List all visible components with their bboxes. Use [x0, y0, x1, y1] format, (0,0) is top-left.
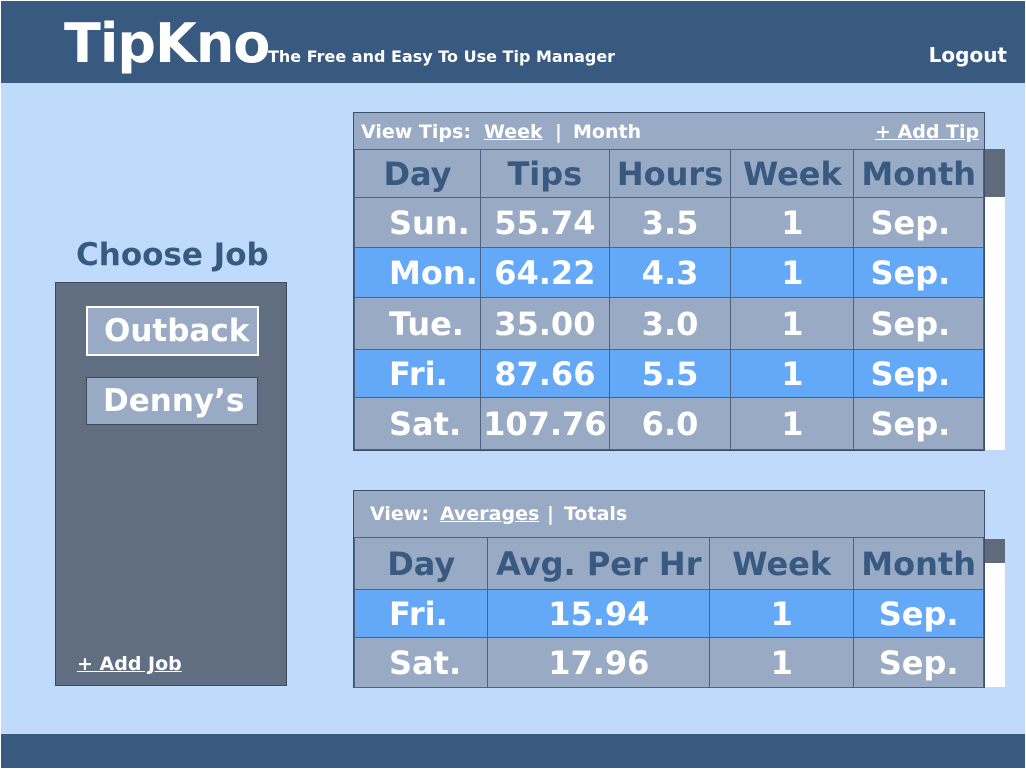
- averages-panel: View: Averages | Totals Day Avg. Per Hr …: [353, 490, 985, 688]
- month-cell: Sep.: [853, 349, 984, 398]
- day-cell: Mon.: [354, 247, 481, 298]
- hours-cell: 3.0: [608, 297, 732, 350]
- column-header: Week: [730, 149, 855, 198]
- week-cell: 1: [730, 197, 855, 248]
- column-header: Tips: [479, 149, 610, 198]
- scrollbar-thumb[interactable]: [985, 149, 1005, 197]
- month-cell: Sep.: [853, 397, 984, 450]
- week-view-link[interactable]: Week: [484, 121, 543, 143]
- tips-panel: View Tips: Week | Month + Add Tip Day Ti…: [353, 112, 985, 451]
- day-cell: Sat.: [353, 637, 489, 688]
- tips-cell: 107.76: [479, 397, 610, 450]
- averages-table: Day Avg. Per Hr Week Month Fri. 15.94 1 …: [353, 537, 984, 688]
- tips-cell: 64.22: [479, 247, 610, 298]
- bottom-footer: [1, 734, 1025, 768]
- table-row[interactable]: Fri. 87.66 5.5 1 Sep.: [354, 349, 984, 398]
- job-button-dennys[interactable]: Denny’s: [86, 377, 258, 425]
- hours-cell: 4.3: [608, 247, 732, 298]
- week-cell: 1: [730, 297, 855, 350]
- month-view-link[interactable]: Month: [573, 121, 642, 143]
- view-label: View:: [370, 503, 429, 525]
- logout-link[interactable]: Logout: [928, 43, 1007, 67]
- day-cell: Tue.: [354, 297, 481, 350]
- tips-toolbar: View Tips: Week | Month + Add Tip: [354, 113, 984, 149]
- toolbar-separator: |: [547, 503, 554, 525]
- month-cell: Sep.: [853, 589, 984, 638]
- table-row[interactable]: Sat. 107.76 6.0 1 Sep.: [354, 397, 984, 450]
- column-header: Month: [853, 537, 984, 590]
- add-tip-link[interactable]: + Add Tip: [875, 121, 980, 143]
- day-cell: Fri.: [353, 589, 489, 638]
- week-cell: 1: [730, 397, 855, 450]
- month-cell: Sep.: [853, 637, 984, 688]
- hours-cell: 5.5: [608, 349, 732, 398]
- column-header: Week: [709, 537, 855, 590]
- table-row[interactable]: Sun. 55.74 3.5 1 Sep.: [354, 197, 984, 248]
- averages-table-header: Day Avg. Per Hr Week Month: [353, 537, 984, 590]
- column-header: Day: [354, 149, 481, 198]
- job-button-outback[interactable]: Outback: [86, 306, 259, 356]
- week-cell: 1: [730, 349, 855, 398]
- day-cell: Sun.: [354, 197, 481, 248]
- tips-scrollbar[interactable]: [985, 149, 1005, 450]
- choose-job-title: Choose Job: [76, 237, 269, 273]
- averages-toolbar: View: Averages | Totals: [354, 491, 984, 537]
- table-row[interactable]: Tue. 35.00 3.0 1 Sep.: [354, 297, 984, 350]
- day-cell: Fri.: [354, 349, 481, 398]
- month-cell: Sep.: [853, 197, 984, 248]
- brand-logo: TipKno: [64, 12, 270, 75]
- column-header: Avg. Per Hr: [487, 537, 711, 590]
- hours-cell: 3.5: [608, 197, 732, 248]
- tips-cell: 35.00: [479, 297, 610, 350]
- month-cell: Sep.: [853, 247, 984, 298]
- tips-cell: 55.74: [479, 197, 610, 248]
- avg-cell: 15.94: [487, 589, 711, 638]
- add-job-link[interactable]: + Add Job: [77, 653, 182, 675]
- week-cell: 1: [709, 637, 855, 688]
- hours-cell: 6.0: [608, 397, 732, 450]
- toolbar-separator: |: [555, 121, 562, 143]
- tagline: The Free and Easy To Use Tip Manager: [268, 47, 616, 66]
- month-cell: Sep.: [853, 297, 984, 350]
- table-row[interactable]: Mon. 64.22 4.3 1 Sep.: [354, 247, 984, 298]
- job-list-panel: Outback Denny’s + Add Job: [55, 282, 287, 686]
- totals-view-link[interactable]: Totals: [564, 503, 628, 525]
- tips-cell: 87.66: [479, 349, 610, 398]
- column-header: Month: [853, 149, 984, 198]
- tips-table: Day Tips Hours Week Month Sun. 55.74 3.5…: [354, 149, 984, 450]
- averages-view-link[interactable]: Averages: [440, 503, 540, 525]
- view-tips-label: View Tips:: [361, 121, 471, 143]
- column-header: Day: [353, 537, 489, 590]
- week-cell: 1: [709, 589, 855, 638]
- week-cell: 1: [730, 247, 855, 298]
- averages-scrollbar[interactable]: [985, 539, 1005, 687]
- avg-cell: 17.96: [487, 637, 711, 688]
- tips-table-header: Day Tips Hours Week Month: [354, 149, 984, 198]
- day-cell: Sat.: [354, 397, 481, 450]
- table-row[interactable]: Fri. 15.94 1 Sep.: [353, 589, 984, 638]
- scrollbar-thumb[interactable]: [985, 539, 1005, 563]
- table-row[interactable]: Sat. 17.96 1 Sep.: [353, 637, 984, 688]
- column-header: Hours: [608, 149, 732, 198]
- top-header: TipKno The Free and Easy To Use Tip Mana…: [1, 1, 1025, 83]
